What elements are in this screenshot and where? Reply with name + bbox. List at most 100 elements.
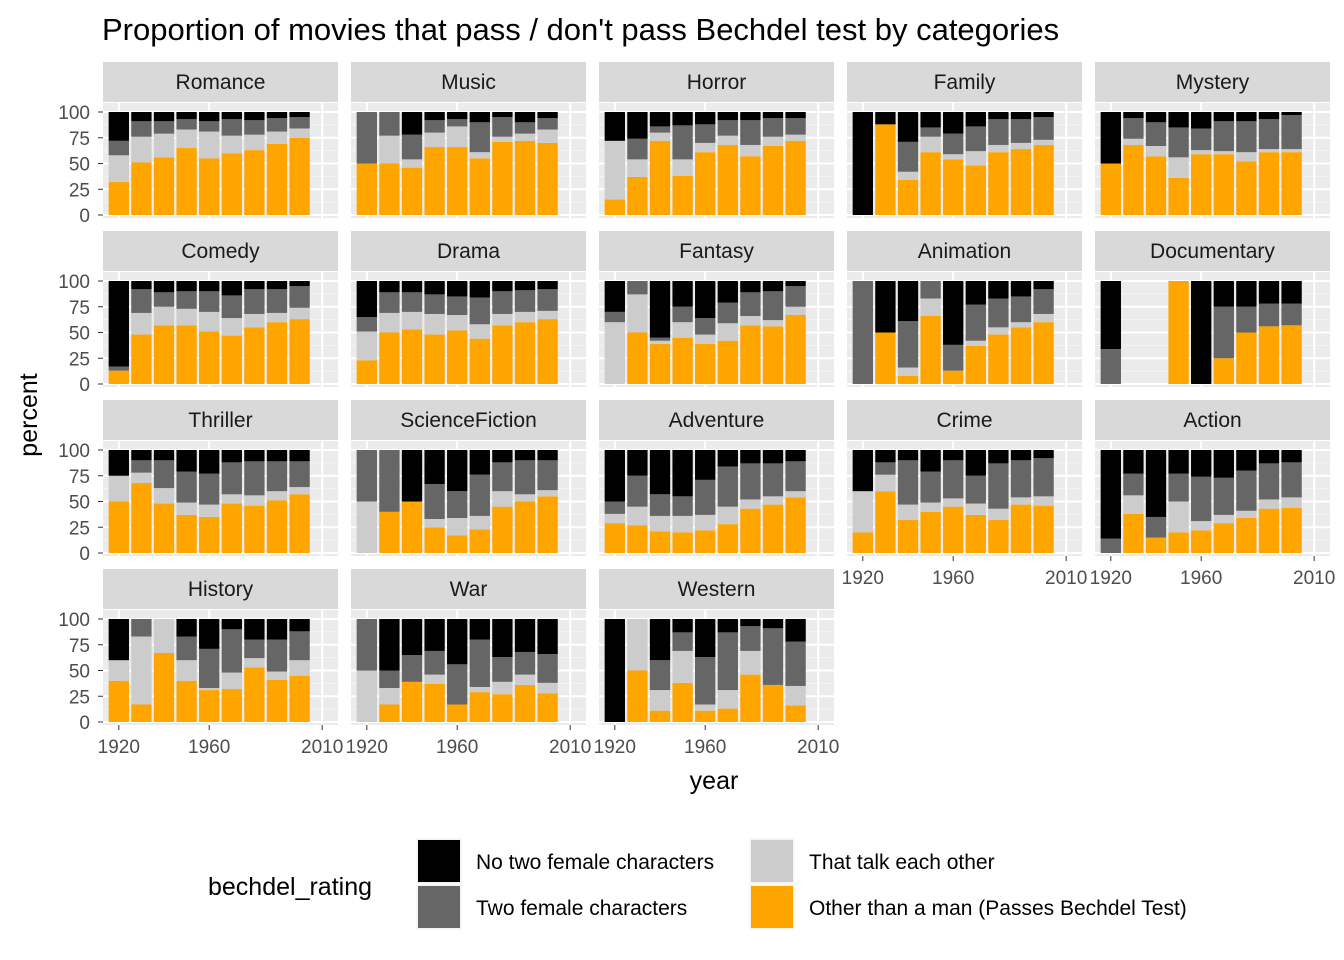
bar-fantasy-1970-two <box>717 302 738 324</box>
bar-animation-1950-two <box>920 281 941 299</box>
strip-label-thriller: Thriller <box>188 409 252 432</box>
bar-documentary-1920-none <box>1100 281 1121 349</box>
bar-animation-1960-none <box>943 281 964 345</box>
bar-history-1970-talk <box>221 672 242 690</box>
bar-romance-1940-none <box>153 112 175 122</box>
bar-mystery-2000-pass <box>1281 152 1302 215</box>
bar-thriller-1950-two <box>176 471 197 503</box>
bar-action-2000-none <box>1281 450 1302 463</box>
bar-war-1990-two <box>514 651 536 675</box>
bar-war-1950-two <box>424 650 445 675</box>
bar-thriller-1920-none <box>108 450 129 476</box>
bar-romance-1930-talk <box>131 136 152 163</box>
bar-thriller-1980-none <box>244 450 265 462</box>
bar-adventure-2000-talk <box>785 491 806 498</box>
bar-drama-1960-two <box>447 296 468 315</box>
bar-war-1940-none <box>401 619 423 656</box>
bar-war-1930-none <box>379 619 400 671</box>
bar-music-1970-pass <box>469 158 490 215</box>
bar-adventure-1990-pass <box>762 504 784 553</box>
bar-fantasy-1960-pass <box>695 343 716 384</box>
bar-mystery-1990-none <box>1258 112 1280 120</box>
bar-war-1930-two <box>379 670 400 689</box>
bar-western-1970-two <box>717 632 738 691</box>
bar-action-1930-two <box>1123 473 1144 496</box>
bar-crime-1920-talk <box>852 491 873 533</box>
bar-comedy-1960-two <box>199 291 220 312</box>
bar-war-1960-none <box>447 619 468 665</box>
strip-drama <box>351 231 586 271</box>
bar-mystery-1960-pass <box>1191 154 1212 215</box>
bar-family-1980-none <box>988 112 1009 120</box>
bar-war-1950-talk <box>424 674 445 684</box>
bar-drama-1960-talk <box>447 314 468 331</box>
bar-fantasy-1920-talk <box>604 322 625 384</box>
bar-war-1970-two <box>469 639 490 687</box>
bar-mystery-2000-two <box>1281 115 1302 150</box>
bar-drama-1960-none <box>447 281 468 297</box>
bar-music-1920-pass <box>356 163 377 215</box>
bar-thriller-1920-talk <box>108 475 129 502</box>
bar-family-1980-talk <box>988 144 1009 153</box>
bar-thriller-1980-talk <box>244 495 265 506</box>
y-tick-label: 25 <box>69 349 90 370</box>
bar-thriller-1990-none <box>266 450 288 462</box>
bar-music-1960-pass <box>447 147 468 215</box>
bar-crime-1940-pass <box>897 520 919 553</box>
panel-drama: Drama <box>351 231 586 387</box>
bar-history-1960-two <box>199 648 220 689</box>
bar-documentary-1980-two <box>1236 306 1257 333</box>
bar-action-1980-none <box>1236 450 1257 471</box>
bar-romance-1950-two <box>176 119 197 130</box>
bar-comedy-1940-two <box>153 292 175 307</box>
bar-animation-1970-talk <box>965 340 986 346</box>
legend-label-two-female-characters: Two female characters <box>476 897 687 920</box>
bar-horror-1980-two <box>740 120 761 145</box>
bar-documentary-1990-two <box>1258 303 1280 327</box>
bar-mystery-1980-pass <box>1236 161 1257 215</box>
bar-music-1970-talk <box>469 152 490 159</box>
bar-music-1930-talk <box>379 135 400 164</box>
y-tick-label: 75 <box>69 467 90 488</box>
y-tick-label: 75 <box>69 298 90 319</box>
bar-fantasy-1940-talk <box>649 340 671 344</box>
bar-drama-1970-talk <box>469 324 490 339</box>
bar-documentary-1980-pass <box>1236 332 1257 384</box>
bar-thriller-1970-two <box>221 462 242 495</box>
bar-mystery-1950-two <box>1168 127 1189 158</box>
panel-thriller: Thriller 0 25 50 75 100 <box>58 400 338 565</box>
bar-drama-2000-talk <box>537 310 558 320</box>
bar-drama-2000-pass <box>537 319 558 384</box>
bar-horror-1960-none <box>695 112 716 125</box>
bar-history-2000-two <box>289 631 310 661</box>
bar-history-2000-none <box>289 619 310 632</box>
bar-war-1980-none <box>492 619 513 658</box>
bar-history-1930-pass <box>131 704 152 722</box>
bar-crime-1930-pass <box>875 491 896 553</box>
bar-sciencefiction-1990-talk <box>514 494 536 502</box>
bar-war-1950-pass <box>424 683 445 722</box>
bar-adventure-1960-talk <box>695 514 716 531</box>
bar-western-1980-none <box>740 619 761 627</box>
bar-crime-1930-two <box>875 462 896 475</box>
bar-thriller-1940-pass <box>153 503 175 553</box>
bar-comedy-1980-none <box>244 281 265 290</box>
bar-thriller-1970-pass <box>221 503 242 553</box>
bar-family-1990-two <box>1010 119 1032 143</box>
bar-music-2000-two <box>537 118 558 130</box>
bar-romance-1960-pass <box>199 158 220 215</box>
bar-mystery-2000-talk <box>1281 149 1302 153</box>
bar-animation-1920-two <box>852 281 873 384</box>
bar-western-1990-pass <box>762 684 784 722</box>
bar-fantasy-1950-pass <box>672 337 693 384</box>
bar-crime-1980-two <box>988 463 1009 509</box>
bar-horror-1940-two <box>649 126 671 133</box>
bar-western-1940-talk <box>649 690 671 711</box>
bar-mystery-1930-pass <box>1123 144 1144 215</box>
bar-crime-1950-none <box>920 450 941 472</box>
bar-family-1930-none <box>875 112 896 125</box>
chart-title: Proportion of movies that pass / don't p… <box>102 12 1059 47</box>
bar-documentary-1920-two <box>1100 348 1121 384</box>
bar-fantasy-1960-talk <box>695 334 716 344</box>
bar-adventure-1970-none <box>717 450 738 467</box>
